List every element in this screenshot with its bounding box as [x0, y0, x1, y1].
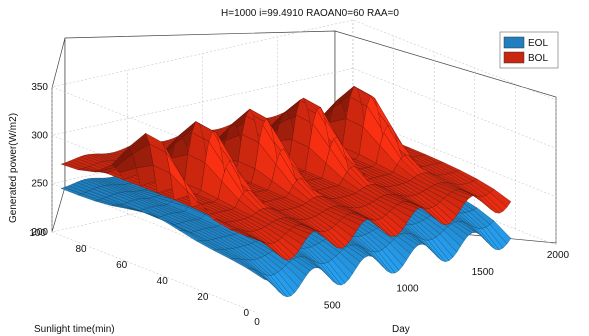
- surface-patch: [489, 188, 512, 208]
- legend-label-bol: BOL: [528, 53, 548, 64]
- surfaces: [60, 85, 512, 298]
- y-tick-label: 40: [157, 276, 169, 287]
- x-tick-label: 500: [324, 300, 341, 311]
- z-tick-label: 350: [31, 82, 48, 93]
- chart-title: H=1000 i=99.4910 RAOAN0=60 RAA=0: [221, 8, 399, 19]
- x-tick-label: 1500: [472, 267, 495, 278]
- legend: EOL BOL: [499, 31, 559, 69]
- y-tick-label: 100: [29, 228, 46, 239]
- x-tick-label: 1000: [396, 284, 419, 295]
- x-tick-label: 2000: [547, 250, 570, 261]
- surface-patch: [489, 220, 512, 245]
- legend-swatch-bol: [503, 51, 525, 64]
- x-axis-label: Day: [392, 324, 410, 335]
- y-tick-label: 60: [116, 260, 128, 271]
- y-tick-label: 0: [243, 308, 249, 319]
- z-tick-label: 250: [31, 179, 48, 190]
- legend-label-eol: EOL: [528, 38, 548, 49]
- y-tick-label: 80: [75, 244, 87, 255]
- z-tick-label: 200: [31, 227, 48, 238]
- legend-swatch-eol: [503, 36, 525, 49]
- x-tick-label: 0: [254, 317, 260, 328]
- y-tick-label: 20: [197, 292, 209, 303]
- surface-bol: [60, 85, 512, 261]
- z-axis-label: Generated power(W/m2): [8, 113, 19, 223]
- tick-labels: 200 250 300 350 0 500 1000 1500 2000 0 20 40 60 80 100: [29, 82, 569, 328]
- z-tick-label: 300: [31, 130, 48, 141]
- y-axis-label: Sunlight time(min): [34, 324, 115, 335]
